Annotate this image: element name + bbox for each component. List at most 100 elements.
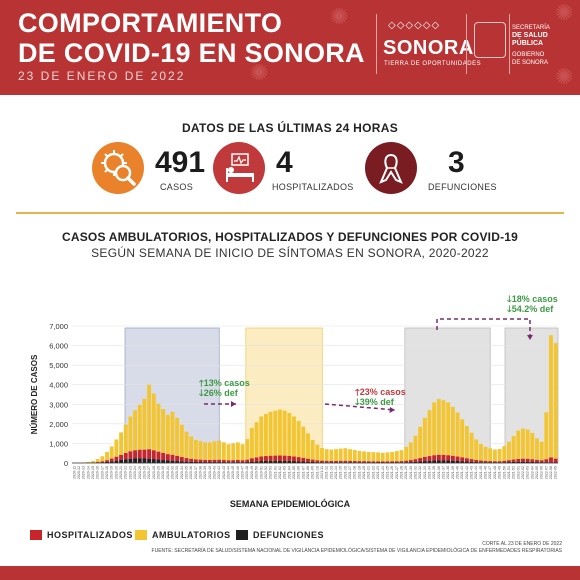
bar-defunciones [105,461,109,463]
x-tick-label: 2020-49 [250,466,254,479]
y-axis-title: NÚMERO DE CASOS [30,354,39,434]
defunciones-label: DEFUNCIONES [428,182,497,192]
report-date: 23 DE ENERO DE 2022 [18,69,186,83]
bar-hospitalizados [142,449,147,459]
bar-hospitalizados [497,461,502,463]
bar-defunciones [450,460,455,463]
x-tick-label: 2021-29 [404,466,408,479]
annotation-1-def: 26% def [203,388,238,398]
bar-ambulatorios [198,441,203,460]
bar-hospitalizados [549,457,553,463]
x-tick-label: 2021-33 [423,466,427,479]
bar-hospitalizados [371,461,376,463]
bar-ambulatorios [221,442,226,460]
x-tick-label: 2020-48 [245,466,249,479]
bar-hospitalizados [231,460,236,463]
bar-hospitalizados [338,460,343,463]
bar-ambulatorios [315,444,320,461]
legend-label: HOSPITALIZADOS [47,530,133,540]
bar-ambulatorios [217,440,222,460]
bar-defunciones [306,461,310,463]
bar-defunciones [203,462,208,463]
bar-ambulatorios [446,402,451,456]
sonora-logo: SONORA [383,37,474,59]
bar-defunciones [114,460,119,463]
trend-arrow [324,403,396,411]
bar-ambulatorios [151,393,156,451]
bar-defunciones [193,461,198,463]
bar-hospitalizados [179,457,184,462]
bar-ambulatorios [165,415,170,455]
x-tick-label: 2020-17 [100,466,104,479]
x-tick-label: 2020-25 [138,466,142,479]
y-tick-label: 6,000 [49,342,68,351]
x-tick-label: 2021-52 [512,466,516,479]
bar-ambulatorios [404,446,409,461]
x-tick-label: 2020-20 [114,466,118,479]
bar-defunciones [221,462,226,463]
x-tick-label: 2020-18 [105,466,109,479]
x-tick-label: 2021-35 [432,466,436,479]
bar-hospitalizados [348,460,352,463]
bar-hospitalizados [422,456,427,462]
x-tick-label: 2020-26 [142,466,146,479]
bar-ambulatorios [497,449,502,462]
bar-ambulatorios [282,410,287,456]
y-tick-label: 3,000 [49,400,68,409]
bar-defunciones [455,460,460,463]
legend-label: AMBULATORIOS [152,530,231,540]
bar-ambulatorios [343,448,348,461]
bar-ambulatorios [432,402,437,456]
x-tick-label: 2020-39 [203,466,207,479]
bar-hospitalizados [212,459,217,463]
bar-ambulatorios [170,411,175,455]
x-tick-label: 2020-45 [231,466,235,479]
annotation-2: 🡑23% casos 🡓39% def [355,387,406,407]
bar-hospitalizados [320,460,324,463]
x-tick-label: 2020-35 [184,466,188,479]
bar-hospitalizados [301,457,306,462]
x-tick-label: 2022-07 [544,466,548,479]
bar-ambulatorios [109,446,114,459]
bar-ambulatorios [320,448,324,461]
bar-defunciones [413,461,418,463]
x-tick-label: 2021-11 [320,466,324,479]
x-tick-label: 2020-44 [227,466,231,479]
x-tick-label: 2021-36 [437,466,441,479]
bar-defunciones [231,462,236,463]
bar-hospitalizados [413,459,418,462]
bar-ambulatorios [530,432,535,460]
x-tick-label: 2020-24 [133,466,137,479]
legend-swatch [30,530,42,540]
bar-hospitalizados [170,454,175,461]
bar-ambulatorios [100,456,105,462]
bar-defunciones [408,462,413,463]
x-tick-label: 2021-23 [376,466,380,479]
x-tick-label: 2021-02 [278,466,282,479]
x-tick-label: 2021-21 [367,466,371,479]
x-tick-label: 2021-09 [311,466,315,479]
footer-source: FUENTE: SECRETARÍA DE SALUD/SISTEMA NACI… [151,548,562,554]
bar-defunciones [436,460,441,463]
bar-ambulatorios [273,410,278,456]
bar-hospitalizados [245,459,250,463]
x-tick-label: 2022-01 [516,466,520,479]
bar-defunciones [189,461,194,463]
x-tick-label: 2020-37 [194,466,198,479]
bar-ambulatorios [310,440,315,460]
x-tick-label: 2020-11 [72,466,76,479]
x-tick-label: 2020-32 [170,466,174,479]
bar-defunciones [170,460,175,463]
bar-hospitalizados [525,458,530,462]
bar-defunciones [278,460,282,463]
bar-hospitalizados [315,460,320,463]
bar-defunciones [441,460,446,463]
bar-hospitalizados [460,457,465,462]
bar-ambulatorios [441,400,446,455]
bar-hospitalizados [226,460,231,463]
bar-hospitalizados [366,461,371,463]
annotation-3-def: 54.2% def [511,304,554,314]
x-tick-label: 2021-19 [357,466,361,479]
bar-ambulatorios [114,439,119,457]
bar-ambulatorios [380,452,385,462]
